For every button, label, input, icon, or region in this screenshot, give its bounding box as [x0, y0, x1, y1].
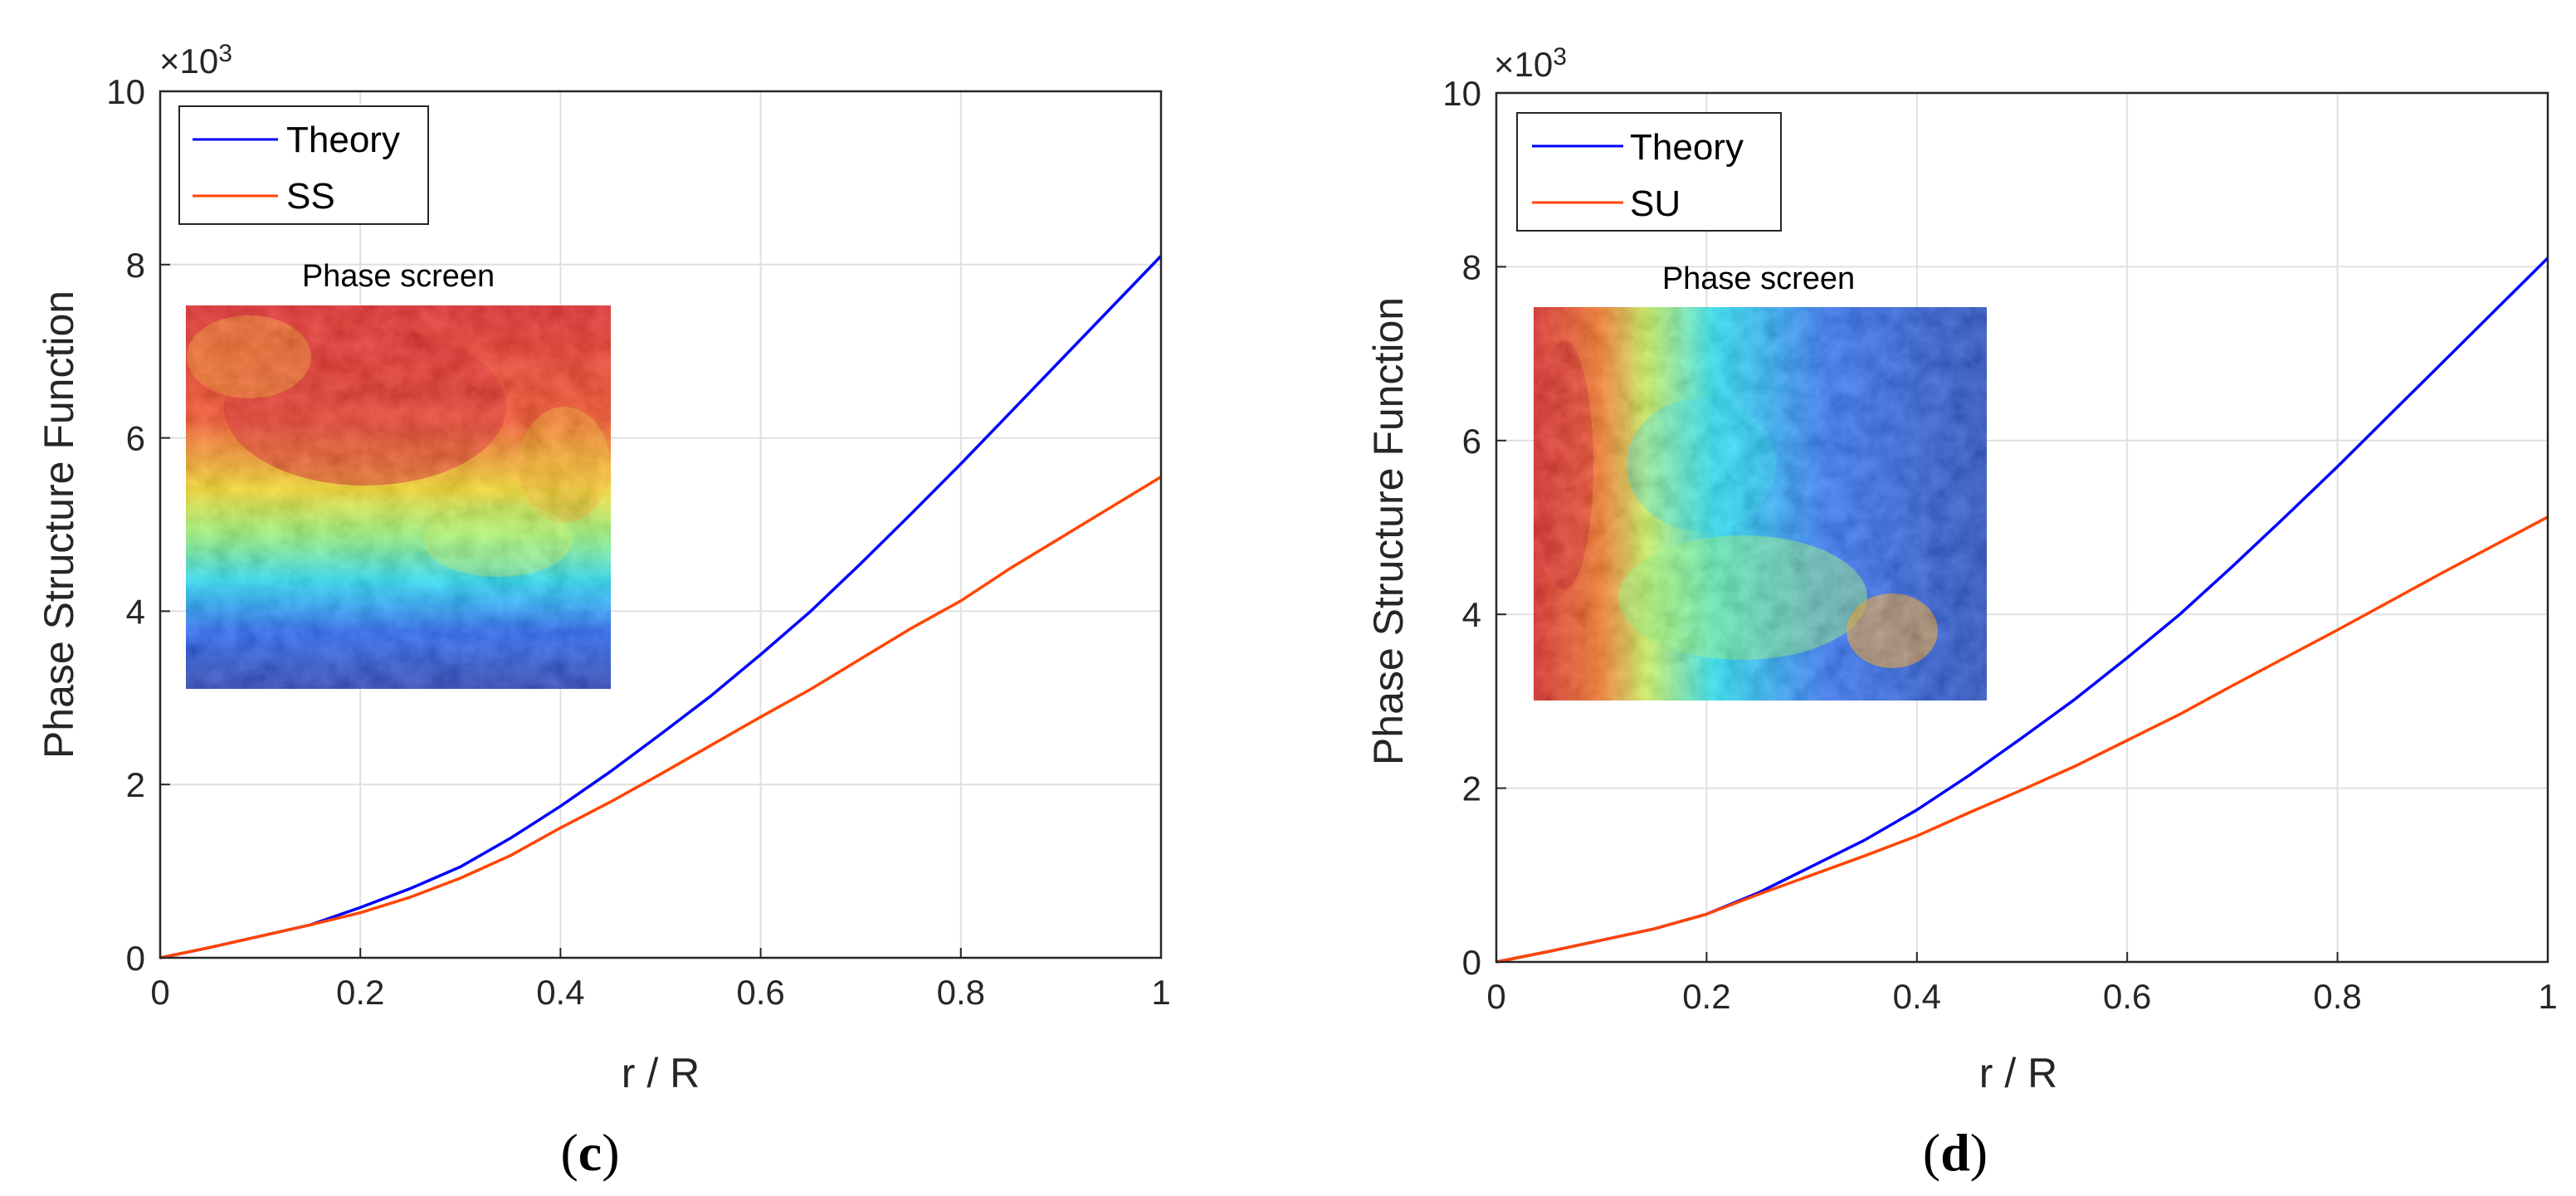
legend-label-theory-d: Theory: [1630, 127, 1744, 168]
y-tick-label-1-d: 2: [1462, 769, 1481, 808]
x-tick-label-1-c: 0.2: [336, 973, 384, 1012]
legend-label-theory-c: Theory: [286, 120, 400, 160]
legend-c: Theory SS: [178, 105, 429, 225]
phase-screen-inset-c: Phase screen: [186, 259, 611, 689]
legend-label-su-d: SU: [1630, 183, 1681, 224]
y-tick-label-0-c: 0: [126, 939, 145, 978]
panel-c: Phase screen 0 0.2 0.4 0.6 0.8 1 0 2 4 6 8 10 ×103…: [36, 40, 1171, 1182]
legend-box-c: [178, 105, 429, 225]
x-tick-label-5-c: 1: [1151, 973, 1170, 1012]
y-ticks-d: 0 2 4 6 8 10: [1442, 74, 1506, 982]
exponent-label-d: ×103: [1494, 43, 1567, 84]
x-ticks-d: 0 0.2 0.4 0.6 0.8 1: [1486, 952, 2558, 1016]
x-tick-label-4-c: 0.8: [937, 973, 985, 1012]
y-tick-label-4-c: 8: [126, 246, 145, 285]
inset-title-d: Phase screen: [1662, 261, 1855, 296]
y-tick-label-5-c: 10: [106, 72, 145, 111]
x-axis-label-c: r / R: [622, 1050, 700, 1096]
x-tick-label-2-c: 0.4: [536, 973, 584, 1012]
inset-title-c: Phase screen: [302, 259, 495, 294]
x-tick-label-1-d: 0.2: [1682, 977, 1730, 1016]
y-tick-label-2-d: 4: [1462, 595, 1481, 634]
axes-frame-d: [1495, 91, 2549, 964]
x-tick-label-3-c: 0.6: [736, 973, 784, 1012]
panel-d: Phase screen 0 0.2 0.4 0.6 0.8 1 0 2 4 6 8 10 ×103…: [1365, 43, 2558, 1182]
exponent-label-c: ×103: [159, 40, 232, 81]
y-tick-label-3-c: 6: [126, 419, 145, 458]
y-tick-label-1-c: 2: [126, 765, 145, 804]
x-tick-label-0-d: 0: [1486, 977, 1505, 1016]
y-tick-label-2-c: 4: [126, 592, 145, 631]
y-axis-label-d: Phase Structure Function: [1365, 297, 1412, 765]
y-axis-label-c: Phase Structure Function: [36, 290, 82, 759]
legend-box-d: [1516, 112, 1782, 232]
phase-screen-inset-d: Phase screen: [1534, 261, 1987, 701]
x-tick-label-0-c: 0: [150, 973, 169, 1012]
y-tick-label-4-d: 8: [1462, 247, 1481, 286]
caption-d: (d): [1923, 1123, 1988, 1182]
x-tick-label-2-d: 0.4: [1893, 977, 1941, 1016]
y-ticks-c: 0 2 4 6 8 10: [106, 72, 170, 978]
x-tick-label-4-d: 0.8: [2313, 977, 2361, 1016]
series-line-ss-c: [159, 476, 1162, 959]
x-tick-label-5-d: 1: [2538, 977, 2557, 1016]
series-line-theory-c: [159, 255, 1163, 959]
axes-frame-c: [159, 90, 1163, 959]
x-axis-label-d: r / R: [1979, 1050, 2057, 1096]
x-ticks-c: 0 0.2 0.4 0.6 0.8 1: [150, 948, 1171, 1012]
y-tick-label-0-d: 0: [1462, 943, 1481, 982]
y-tick-label-3-d: 6: [1462, 422, 1481, 461]
legend-label-ss-c: SS: [286, 176, 335, 217]
x-tick-label-3-d: 0.6: [2103, 977, 2151, 1016]
legend-d: Theory SU: [1516, 112, 1782, 232]
y-tick-label-5-d: 10: [1442, 74, 1481, 113]
caption-c: (c): [560, 1123, 619, 1182]
